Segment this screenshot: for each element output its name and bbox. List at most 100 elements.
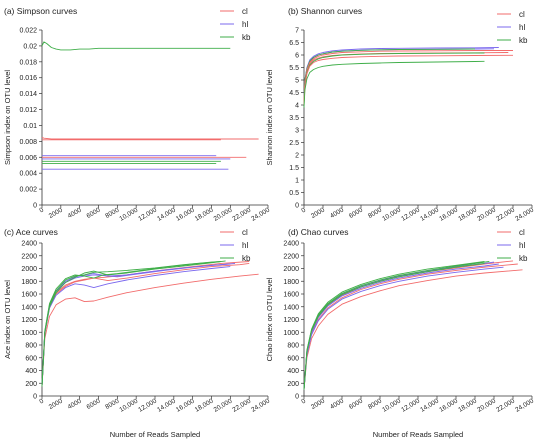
series-line-cl (41, 273, 259, 387)
series-line-kb (303, 261, 490, 390)
y-tick-label: 5.5 (289, 65, 299, 72)
x-tick-label: 6000 (348, 397, 364, 410)
legend-label-kb: kb (242, 254, 251, 263)
chart-title: (b) Shannon curves (288, 6, 362, 16)
y-axis-label: Chao index on OTU level (265, 277, 274, 361)
x-tick-label: 4000 (329, 397, 345, 410)
series-line-kb (303, 262, 485, 390)
series-line-cl (303, 263, 518, 390)
y-tick-label: 600 (25, 355, 37, 362)
x-tick-label: 22,000 (495, 397, 516, 413)
series-line-hl (303, 48, 495, 101)
series-line-kb (41, 41, 231, 51)
legend-label-kb: kb (519, 254, 528, 263)
x-tick-label: 20,000 (476, 206, 497, 222)
x-tick-label: 4000 (67, 206, 83, 219)
y-tick-label: 1200 (21, 317, 37, 324)
series-line-hl (303, 263, 499, 390)
y-tick-label: 0.022 (19, 28, 37, 35)
x-tick-label: 8000 (367, 206, 383, 219)
y-tick-label: 0.02 (23, 43, 37, 50)
y-tick-label: 1000 (283, 330, 299, 337)
x-tick-label: 2000 (48, 206, 64, 219)
x-tick-label: 12,000 (137, 397, 158, 413)
x-tick-label: 20,000 (476, 397, 497, 413)
y-tick-label: 4 (295, 103, 299, 110)
y-tick-label: 0 (33, 394, 37, 401)
y-tick-label: 4.5 (289, 90, 299, 97)
legend-label-cl: cl (242, 7, 248, 16)
x-tick-label: 14,000 (156, 206, 177, 222)
y-tick-label: 3 (295, 128, 299, 135)
y-tick-label: 800 (25, 343, 37, 350)
y-tick-label: 2000 (21, 266, 37, 273)
series-line-hl (41, 266, 231, 387)
y-tick-label: 6 (295, 53, 299, 60)
y-axis-label: Simpson index on OTU level (3, 70, 12, 165)
y-tick-label: 1400 (283, 304, 299, 311)
x-axis-label: Number of Reads Sampled (373, 430, 463, 439)
x-tick-label: 10,000 (118, 397, 139, 413)
y-tick-label: 0.002 (19, 187, 37, 194)
x-tick-label: 24,000 (514, 397, 535, 413)
x-tick-label: 16,000 (175, 206, 196, 222)
x-tick-label: 22,000 (231, 397, 252, 413)
y-tick-label: 5 (295, 78, 299, 85)
chart-title: (a) Simpson curves (4, 6, 77, 16)
x-tick-label: 22,000 (495, 206, 516, 222)
x-tick-label: 10,000 (118, 206, 139, 222)
x-tick-label: 0 (300, 397, 307, 405)
y-axis-label: Shannon index on OTU level (265, 69, 274, 165)
y-tick-label: 6.5 (289, 40, 299, 47)
x-tick-label: 2000 (48, 397, 64, 410)
series-line-cl (303, 269, 523, 390)
series-line-hl (41, 263, 231, 387)
series-line-cl (303, 260, 514, 390)
series-line-hl (41, 262, 236, 387)
legend-label-cl: cl (519, 228, 525, 237)
x-tick-label: 10,000 (381, 206, 402, 222)
series-line-cl (303, 54, 514, 106)
legend-label-cl: cl (242, 228, 248, 237)
x-tick-label: 0 (38, 206, 45, 214)
series-line-cl (303, 52, 509, 103)
y-tick-label: 1400 (21, 304, 37, 311)
y-tick-label: 2000 (283, 266, 299, 273)
series-line-cl (41, 136, 259, 140)
x-tick-label: 12,000 (400, 206, 421, 222)
x-tick-label: 12,000 (137, 206, 158, 222)
x-tick-label: 16,000 (438, 206, 459, 222)
y-tick-label: 0.014 (19, 91, 37, 98)
series-line-kb (41, 260, 226, 387)
y-tick-label: 1800 (21, 279, 37, 286)
y-tick-label: 2400 (21, 241, 37, 248)
y-tick-label: 0 (33, 203, 37, 210)
x-tick-label: 6000 (85, 397, 101, 410)
y-tick-label: 3.5 (289, 115, 299, 122)
x-tick-label: 0 (300, 206, 307, 214)
x-tick-label: 6000 (348, 206, 364, 219)
y-tick-label: 1800 (283, 279, 299, 286)
legend-label-kb: kb (242, 33, 251, 42)
legend-label-hl: hl (242, 241, 248, 250)
y-tick-label: 0 (295, 203, 299, 210)
y-tick-label: 1 (295, 178, 299, 185)
series-line-kb (41, 261, 221, 387)
series-line-kb (303, 60, 485, 108)
x-tick-label: 4000 (67, 397, 83, 410)
chart-title: (d) Chao curves (288, 227, 348, 237)
x-tick-label: 0 (38, 397, 45, 405)
x-tick-label: 10,000 (381, 397, 402, 413)
x-tick-label: 18,000 (457, 397, 478, 413)
y-tick-label: 1.5 (289, 165, 299, 172)
x-tick-label: 22,000 (231, 206, 252, 222)
x-tick-label: 18,000 (457, 206, 478, 222)
y-tick-label: 0.008 (19, 139, 37, 146)
y-tick-label: 400 (25, 368, 37, 375)
x-tick-label: 16,000 (438, 397, 459, 413)
y-tick-label: 0.018 (19, 59, 37, 66)
y-tick-label: 1600 (283, 292, 299, 299)
x-tick-label: 4000 (329, 206, 345, 219)
series-line-kb (41, 261, 221, 387)
